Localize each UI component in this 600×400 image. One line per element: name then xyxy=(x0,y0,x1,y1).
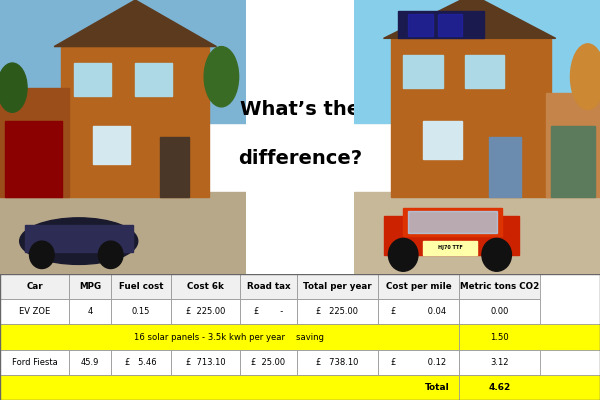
Bar xyxy=(459,299,540,324)
Text: Total per year: Total per year xyxy=(303,282,372,291)
Bar xyxy=(398,11,484,38)
Bar xyxy=(354,0,600,123)
Bar xyxy=(423,120,462,159)
Bar xyxy=(408,211,497,233)
Text: £            0.12: £ 0.12 xyxy=(391,358,446,367)
Bar xyxy=(383,216,519,255)
Bar xyxy=(423,241,477,255)
Text: Ford Fiesta: Ford Fiesta xyxy=(11,358,58,367)
Bar xyxy=(160,137,190,197)
Text: Cost per mile: Cost per mile xyxy=(386,282,451,291)
Circle shape xyxy=(388,238,418,271)
Bar xyxy=(459,350,540,375)
Ellipse shape xyxy=(0,63,27,112)
Text: Road tax: Road tax xyxy=(247,282,290,291)
Bar xyxy=(240,299,297,324)
Bar xyxy=(459,274,540,299)
Bar xyxy=(69,350,111,375)
Ellipse shape xyxy=(204,46,239,107)
Text: 3.12: 3.12 xyxy=(490,358,509,367)
Circle shape xyxy=(29,241,54,268)
Text: £  225.00: £ 225.00 xyxy=(186,307,225,316)
Bar xyxy=(0,350,69,375)
Bar xyxy=(171,350,240,375)
Text: 16 solar panels - 3.5k kwh per year    saving: 16 solar panels - 3.5k kwh per year savi… xyxy=(134,332,325,342)
Polygon shape xyxy=(54,0,217,46)
Bar xyxy=(408,14,433,36)
Text: What’s the: What’s the xyxy=(240,100,360,119)
Bar xyxy=(74,63,110,96)
Bar xyxy=(0,324,600,350)
Bar xyxy=(111,274,171,299)
Bar xyxy=(378,274,459,299)
Text: Total: Total xyxy=(425,383,450,392)
Bar xyxy=(551,126,595,197)
Text: £   738.10: £ 738.10 xyxy=(316,358,359,367)
Bar xyxy=(61,46,209,197)
Text: Car: Car xyxy=(26,282,43,291)
Text: £   225.00: £ 225.00 xyxy=(317,307,359,316)
Text: £  713.10: £ 713.10 xyxy=(185,358,226,367)
Text: 0.15: 0.15 xyxy=(132,307,150,316)
Text: 0.00: 0.00 xyxy=(490,307,509,316)
Bar xyxy=(171,274,240,299)
Bar xyxy=(0,299,69,324)
Bar xyxy=(297,274,378,299)
Bar xyxy=(297,350,378,375)
Bar xyxy=(378,299,459,324)
Bar xyxy=(490,137,521,197)
Bar xyxy=(135,63,172,96)
Text: difference?: difference? xyxy=(238,150,362,168)
Bar xyxy=(297,299,378,324)
Bar xyxy=(25,225,133,252)
Text: 1.50: 1.50 xyxy=(490,332,509,342)
Bar xyxy=(403,55,443,88)
Text: £            0.04: £ 0.04 xyxy=(391,307,446,316)
Text: Metric tons CO2: Metric tons CO2 xyxy=(460,282,539,291)
Circle shape xyxy=(98,241,123,268)
Bar xyxy=(0,0,246,123)
Bar xyxy=(437,14,462,36)
Text: 45.9: 45.9 xyxy=(81,358,99,367)
Bar xyxy=(354,192,600,274)
Bar xyxy=(391,38,551,197)
Bar xyxy=(240,350,297,375)
Bar xyxy=(403,208,502,236)
Text: £        -: £ - xyxy=(254,307,283,316)
Bar xyxy=(171,299,240,324)
Text: HJ70 TTF: HJ70 TTF xyxy=(437,246,463,250)
Polygon shape xyxy=(383,0,556,38)
Bar xyxy=(5,120,62,197)
Bar xyxy=(240,274,297,299)
Text: 4: 4 xyxy=(88,307,92,316)
Text: MPG: MPG xyxy=(79,282,101,291)
Ellipse shape xyxy=(20,218,138,264)
Bar xyxy=(0,192,246,274)
Bar xyxy=(465,55,504,88)
Bar xyxy=(0,375,600,400)
Bar xyxy=(111,299,171,324)
Text: £   5.46: £ 5.46 xyxy=(125,358,157,367)
Bar xyxy=(0,274,69,299)
Text: 4.62: 4.62 xyxy=(488,383,511,392)
Ellipse shape xyxy=(571,44,600,110)
Text: Cost 6k: Cost 6k xyxy=(187,282,224,291)
Bar xyxy=(111,350,171,375)
Bar xyxy=(69,274,111,299)
Bar xyxy=(0,88,69,197)
Bar xyxy=(69,299,111,324)
Text: Fuel cost: Fuel cost xyxy=(119,282,163,291)
Text: £  25.00: £ 25.00 xyxy=(251,358,286,367)
Text: EV ZOE: EV ZOE xyxy=(19,307,50,316)
Bar xyxy=(94,126,130,164)
Bar xyxy=(546,93,600,197)
Circle shape xyxy=(482,238,511,271)
Bar xyxy=(378,350,459,375)
